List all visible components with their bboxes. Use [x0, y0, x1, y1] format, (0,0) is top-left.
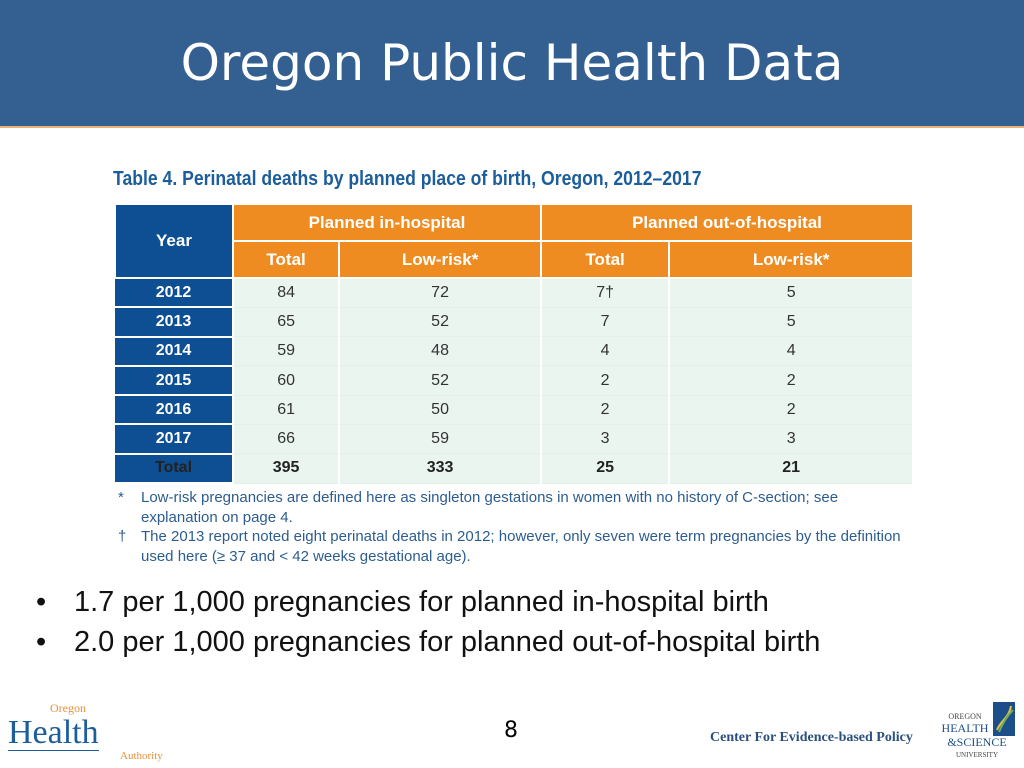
- year-cell: 2013: [115, 307, 234, 338]
- subheader: Total: [231, 240, 341, 279]
- footnote: * Low-risk pregnancies are defined here a…: [118, 489, 839, 526]
- value-cell: 7: [540, 307, 671, 338]
- value-cell: 4: [669, 336, 914, 367]
- value-cell: 7†: [540, 278, 671, 308]
- value-cell: 59: [339, 424, 542, 455]
- title-bar: Oregon Public Health Data: [0, 0, 1024, 128]
- table-row: 2017 66 59 3 3: [115, 424, 914, 455]
- value-cell: 2: [540, 365, 671, 396]
- bullet-item: • 1.7 per 1,000 pregnancies for planned i…: [36, 586, 769, 618]
- oha-logo-main: Health: [8, 714, 99, 751]
- year-cell: Total: [115, 453, 234, 485]
- year-header: Year: [114, 203, 234, 279]
- value-cell: 5: [669, 278, 914, 308]
- value-cell: 3: [540, 424, 671, 455]
- subheader: Total: [539, 240, 671, 279]
- value-cell: 5: [669, 307, 914, 338]
- value-cell: 65: [233, 307, 341, 338]
- value-cell: 2: [669, 395, 914, 425]
- value-cell: 52: [339, 307, 542, 338]
- footnote: † The 2013 report noted eight perinatal d…: [118, 528, 901, 565]
- oha-logo-top: Oregon: [50, 701, 86, 715]
- year-cell: 2012: [115, 278, 234, 309]
- year-cell: 2014: [115, 336, 234, 367]
- table-caption: Table 4. Perinatal deaths by planned pla…: [113, 168, 702, 190]
- slide-title: Oregon Public Health Data: [180, 34, 844, 92]
- year-cell: 2016: [115, 395, 234, 426]
- value-cell: 25: [540, 453, 671, 484]
- table-row: 2016 61 50 2 2: [115, 395, 914, 426]
- perinatal-deaths-table: Year Planned in-hospital Planned out-of-…: [114, 203, 915, 485]
- page-number: 8: [504, 718, 518, 743]
- oha-logo-bottom: Authority: [120, 750, 163, 762]
- value-cell: 21: [669, 453, 914, 484]
- table-row: 2013 65 52 7 5: [115, 307, 914, 338]
- value-cell: 84: [233, 278, 341, 308]
- table-row: 2015 60 52 2 2: [115, 365, 914, 397]
- subheader: Low-risk*: [668, 240, 914, 279]
- value-cell: 2: [669, 365, 914, 396]
- table-row: 2012 84 72 7† 5: [115, 278, 914, 309]
- value-cell: 59: [233, 336, 341, 367]
- table-row: 2014 59 48 4 4: [115, 336, 914, 367]
- bullet-list: • 1.7 per 1,000 pregnancies for planned i…: [36, 582, 820, 662]
- center-for-evidence-based-policy: Center For Evidence-based Policy: [710, 730, 913, 745]
- value-cell: 50: [339, 395, 542, 425]
- value-cell: 72: [339, 278, 542, 308]
- table-footnotes: * Low-risk pregnancies are defined here a…: [118, 488, 901, 566]
- ohsu-logo: OREGON HEALTH &SCIENCE UNIVERSITY: [937, 700, 1019, 764]
- value-cell: 333: [339, 453, 542, 484]
- value-cell: 66: [233, 424, 341, 455]
- value-cell: 60: [233, 365, 341, 396]
- value-cell: 48: [339, 336, 542, 367]
- year-cell: 2017: [115, 424, 234, 455]
- value-cell: 2: [540, 395, 671, 425]
- value-cell: 61: [233, 395, 341, 425]
- value-cell: 3: [669, 424, 914, 455]
- group-header-out-of-hospital: Planned out-of-hospital: [539, 203, 915, 242]
- table-row: Total 395 333 25 21: [115, 453, 914, 485]
- group-header-in-hospital: Planned in-hospital: [232, 203, 542, 242]
- bullet-item: • 2.0 per 1,000 pregnancies for planned o…: [36, 626, 821, 658]
- value-cell: 395: [233, 453, 341, 484]
- oregon-health-authority-logo: Oregon Health Authority: [8, 702, 188, 762]
- subheader: Low-risk*: [338, 240, 542, 279]
- year-cell: 2015: [115, 365, 234, 397]
- value-cell: 52: [339, 365, 542, 396]
- ohsu-emblem-icon: [993, 702, 1015, 736]
- value-cell: 4: [540, 336, 671, 367]
